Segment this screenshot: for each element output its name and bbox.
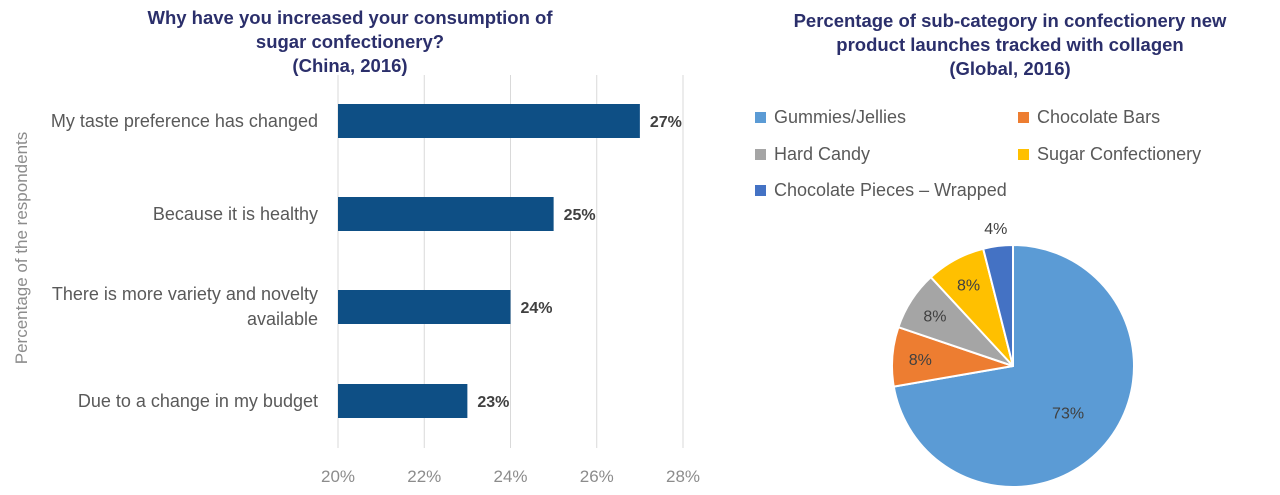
bar-title-line-2: sugar confectionery? — [255, 31, 445, 52]
bar — [338, 290, 511, 324]
bar — [338, 384, 468, 418]
bar-category-label: There is more variety and novelty availab… — [18, 282, 318, 332]
bar-title-line-3: (China, 2016) — [292, 55, 408, 76]
legend-item: Hard Candy — [755, 144, 870, 165]
legend-item: Sugar Confectionery — [1018, 144, 1201, 165]
x-tick-label: 24% — [493, 467, 527, 486]
bar-category-label-line: My taste preference has changed — [50, 110, 318, 131]
legend-label: Hard Candy — [774, 144, 871, 164]
pie-title-line-2: product launches tracked with collagen — [836, 34, 1184, 55]
legend-swatch — [755, 185, 766, 196]
bar-chart: 20% 22% 24% 26% 28% 27% 25% 24% 23% — [321, 75, 700, 486]
pie-slice — [892, 243, 1135, 488]
pie-slice — [897, 275, 1014, 367]
x-tick-label: 26% — [580, 467, 614, 486]
pie-value-label: 8% — [923, 308, 946, 325]
legend-label: Sugar Confectionery — [1037, 144, 1202, 164]
pie-slice — [891, 325, 1014, 388]
pie-value-label: 8% — [957, 277, 980, 294]
bar-category-label: My taste preference has changed — [18, 109, 318, 134]
bar — [338, 197, 554, 231]
bar-value-label: 23% — [477, 394, 509, 411]
pie-slice — [929, 247, 1014, 367]
x-tick-label: 28% — [666, 467, 700, 486]
bar-value-label: 27% — [650, 114, 682, 131]
bar-category-label: Because it is healthy — [18, 202, 318, 227]
x-tick-label: 20% — [321, 467, 355, 486]
pie-title-line-1: Percentage of sub-category in confection… — [793, 10, 1227, 31]
legend-label: Chocolate Bars — [1037, 107, 1161, 127]
pie-value-label: 4% — [984, 221, 1007, 238]
bar-value-label: 25% — [564, 207, 596, 224]
legend-label: Chocolate Pieces – Wrapped — [774, 180, 1007, 200]
legend-swatch — [755, 112, 766, 123]
bar-category-label-line: Because it is healthy — [152, 203, 318, 224]
legend-label: Gummies/Jellies — [774, 107, 907, 127]
pie-value-label: 73% — [1052, 405, 1084, 422]
bar-title-line-1: Why have you increased your consumption … — [147, 7, 553, 28]
legend-item: Chocolate Bars — [1018, 107, 1160, 128]
bar-value-label: 24% — [521, 300, 553, 317]
pie-title-line-3: (Global, 2016) — [949, 58, 1071, 79]
legend-item: Gummies/Jellies — [755, 107, 906, 128]
legend-swatch — [1018, 112, 1029, 123]
bar-chart-title: Why have you increased your consumption … — [90, 6, 610, 78]
bar-category-label-line: There is more variety and novelty — [51, 284, 318, 304]
bar-category-label: Due to a change in my budget — [18, 389, 318, 414]
pie-value-label: 8% — [909, 352, 932, 369]
pie-slice — [981, 243, 1014, 367]
legend-item: Chocolate Pieces – Wrapped — [755, 180, 1007, 201]
x-tick-label: 22% — [407, 467, 441, 486]
legend-swatch — [1018, 149, 1029, 160]
legend-swatch — [755, 149, 766, 160]
bar — [338, 104, 640, 138]
bar-category-label-line: Due to a change in my budget — [77, 390, 318, 411]
bar-category-label-line: available — [246, 309, 318, 329]
pie-chart-title: Percentage of sub-category in confection… — [730, 9, 1280, 81]
